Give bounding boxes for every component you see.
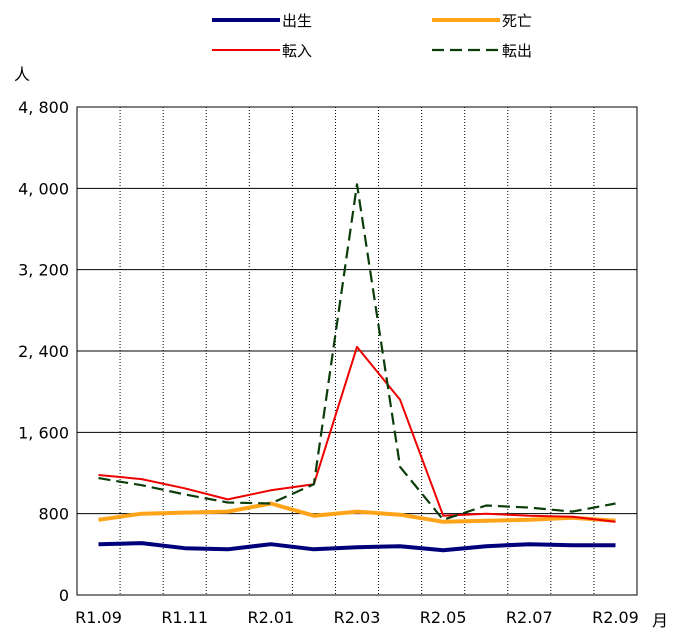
- x-tick-label: R2.09: [592, 608, 639, 627]
- x-tick-label: R2.03: [334, 608, 381, 627]
- y-tick-label: 4, 000: [18, 179, 69, 198]
- y-tick-label: 4, 800: [18, 98, 69, 117]
- x-tick-label: R2.01: [247, 608, 294, 627]
- series-line-2: [98, 345, 616, 523]
- legend-label-3: 転出: [502, 42, 532, 60]
- x-axis-unit-label: 月: [652, 611, 668, 630]
- legend-label-0: 出生: [282, 12, 312, 30]
- x-tick-label: R1.11: [161, 608, 208, 627]
- gridlines: [77, 106, 637, 596]
- plot-area-frame: [76, 106, 638, 596]
- y-tick-label: 1, 600: [18, 423, 69, 442]
- y-tick-label: 2, 400: [18, 342, 69, 361]
- series-line-0: [98, 541, 616, 553]
- legend-label-2: 転入: [282, 42, 312, 60]
- y-tick-label: 3, 200: [18, 261, 69, 280]
- x-tick-label: R1.09: [75, 608, 122, 627]
- x-tick-label: R2.05: [420, 608, 467, 627]
- y-tick-label: 0: [59, 586, 69, 605]
- series-lines: [98, 183, 616, 553]
- y-axis-ticks: 0 800 1, 600 2, 400 3, 200 4, 000 4, 800: [18, 98, 69, 605]
- series-line-1: [98, 501, 616, 524]
- y-axis-unit-label: 人: [14, 65, 30, 84]
- x-axis-ticks: R1.09 R1.11 R2.01 R2.03 R2.05 R2.07 R2.09: [75, 608, 639, 627]
- legend-label-1: 死亡: [502, 12, 532, 30]
- y-tick-label: 800: [38, 505, 69, 524]
- x-tick-label: R2.07: [506, 608, 553, 627]
- series-line-3: [98, 183, 616, 521]
